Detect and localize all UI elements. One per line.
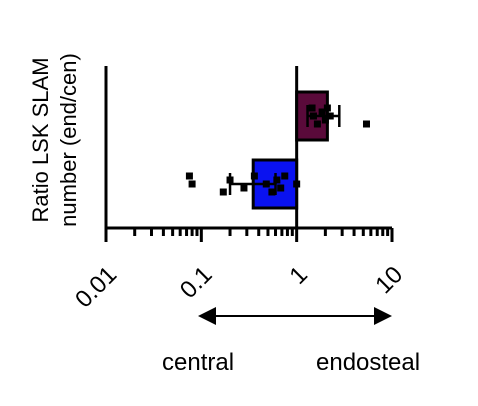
data-point xyxy=(281,172,289,180)
data-point xyxy=(362,120,370,128)
data-point xyxy=(268,188,276,196)
data-point xyxy=(219,188,227,196)
data-point xyxy=(318,108,326,116)
data-point xyxy=(326,112,334,120)
data-point xyxy=(250,172,258,180)
data-point xyxy=(226,176,234,184)
data-point xyxy=(313,120,321,128)
data-point xyxy=(293,180,301,188)
arrow-left-head xyxy=(198,307,216,325)
data-point xyxy=(188,180,196,188)
x-tick-label: 1 xyxy=(284,261,313,290)
y-axis-label-line-2: number (end/cen) xyxy=(56,53,81,227)
data-point xyxy=(308,104,316,112)
data-point xyxy=(273,176,281,184)
x-tick-label: 10 xyxy=(370,261,408,299)
x-tick-label: 0.1 xyxy=(175,261,218,304)
data-point xyxy=(185,172,193,180)
central-label: central xyxy=(162,349,234,376)
data-point xyxy=(321,116,329,124)
data-point xyxy=(262,180,270,188)
data-point xyxy=(240,184,248,192)
y-axis-label-line-1: Ratio LSK SLAM xyxy=(28,57,53,222)
data-point xyxy=(309,112,317,120)
arrow-right-head xyxy=(374,307,392,325)
data-point xyxy=(323,104,331,112)
endosteal-label: endosteal xyxy=(316,349,420,376)
x-tick-label: 0.01 xyxy=(70,261,122,313)
data-point xyxy=(277,184,285,192)
plot-area: 0.01 0.1 1 10 xyxy=(70,66,408,325)
